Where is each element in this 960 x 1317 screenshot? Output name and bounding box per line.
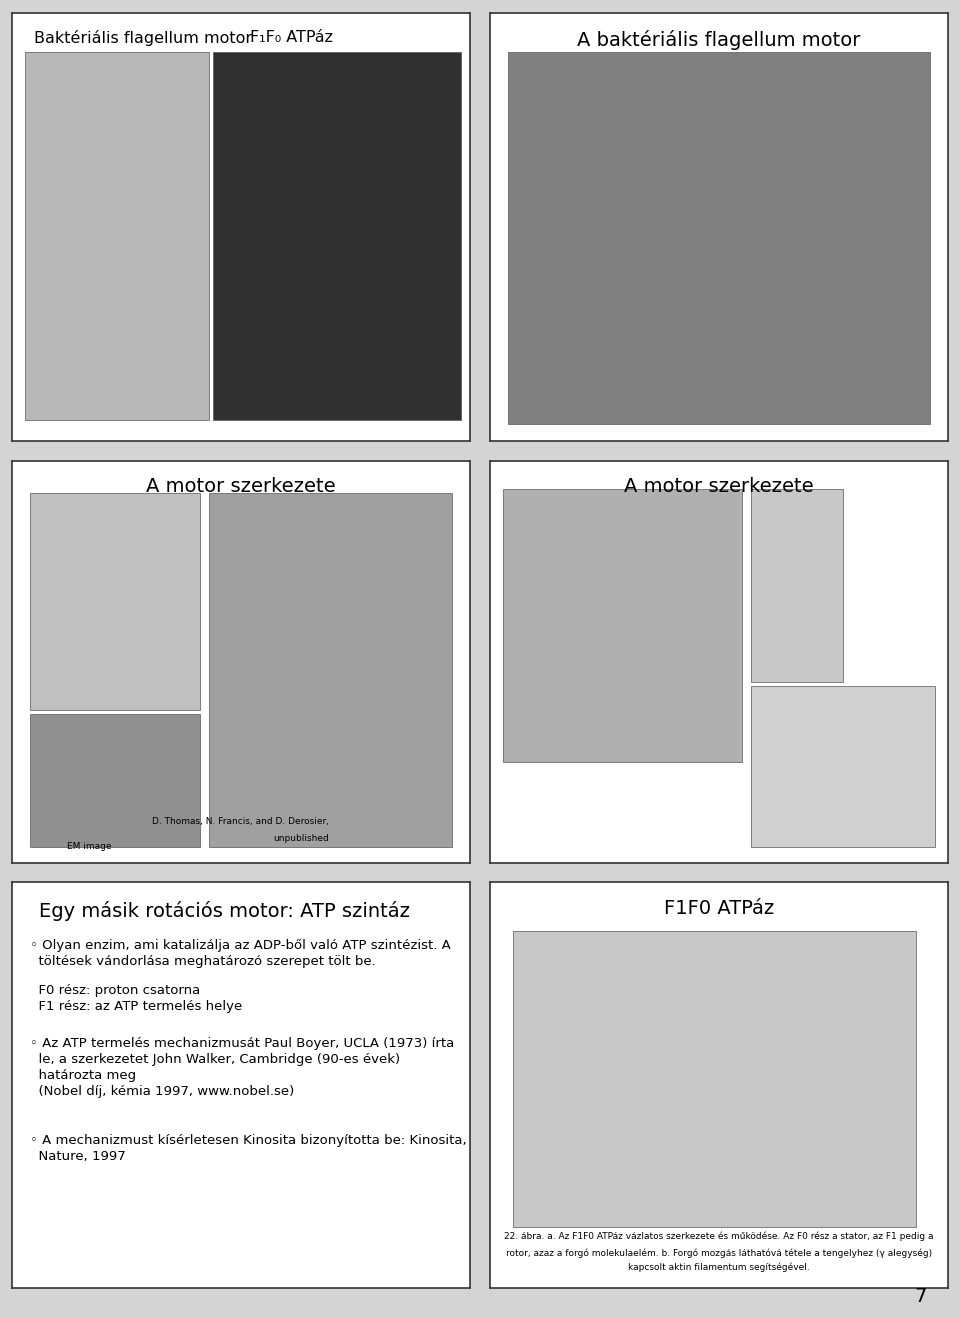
Text: kapcsolt aktin filamentum segítségével.: kapcsolt aktin filamentum segítségével.	[628, 1262, 810, 1272]
Text: ◦ A mechanizmust kísérletesen Kinosita bizonyította be: Kinosita,: ◦ A mechanizmust kísérletesen Kinosita b…	[30, 1134, 467, 1147]
Text: A motor szerkezete: A motor szerkezete	[146, 477, 336, 497]
Text: EM image: EM image	[66, 842, 111, 851]
Text: D. Thomas, N. Francis, and D. Derosier,: D. Thomas, N. Francis, and D. Derosier,	[153, 818, 329, 827]
Bar	[213, 51, 461, 420]
Bar	[209, 493, 452, 847]
Text: Nature, 1997: Nature, 1997	[30, 1150, 126, 1163]
Text: F₁F₀ ATPáz: F₁F₀ ATPáz	[251, 30, 333, 45]
Text: töltések vándorlása meghatározó szerepet tölt be.: töltések vándorlása meghatározó szerepet…	[30, 955, 375, 968]
Text: határozta meg: határozta meg	[30, 1069, 136, 1083]
Bar	[30, 493, 200, 710]
Text: unpublished: unpublished	[273, 834, 329, 843]
Text: 7: 7	[914, 1288, 926, 1306]
Text: F0 rész: proton csatorna: F0 rész: proton csatorna	[30, 984, 200, 997]
Bar	[751, 489, 843, 682]
Text: A motor szerkezete: A motor szerkezete	[624, 477, 814, 497]
Text: Egy másik rotációs motor: ATP szintáz: Egy másik rotációs motor: ATP szintáz	[39, 901, 410, 921]
Text: F1 rész: az ATP termelés helye: F1 rész: az ATP termelés helye	[30, 1000, 242, 1013]
Bar	[751, 686, 935, 847]
Text: ◦ Olyan enzim, ami katalizálja az ADP-ből való ATP szintézist. A: ◦ Olyan enzim, ami katalizálja az ADP-bő…	[30, 939, 450, 952]
Bar	[508, 51, 930, 424]
Text: A baktériális flagellum motor: A baktériális flagellum motor	[577, 30, 861, 50]
Text: rotor, azaz a forgó molekulaelém. b. Forgó mozgás láthatóvá tétele a tengelyhez : rotor, azaz a forgó molekulaelém. b. For…	[506, 1249, 932, 1258]
Text: ◦ Az ATP termelés mechanizmusát Paul Boyer, UCLA (1973) írta: ◦ Az ATP termelés mechanizmusát Paul Boy…	[30, 1036, 454, 1050]
Text: 22. ábra. a. Az F1F0 ATPáz vázlatos szerkezete és működése. Az F0 rész a stator,: 22. ábra. a. Az F1F0 ATPáz vázlatos szer…	[504, 1231, 934, 1242]
Bar	[25, 51, 209, 420]
Text: Baktériális flagellum motor: Baktériális flagellum motor	[35, 30, 252, 46]
Bar	[503, 489, 742, 763]
Bar	[30, 714, 200, 847]
Text: le, a szerkezetet John Walker, Cambridge (90-es évek): le, a szerkezetet John Walker, Cambridge…	[30, 1052, 400, 1065]
Text: F1F0 ATPáz: F1F0 ATPáz	[664, 898, 774, 918]
Text: (Nobel díj, kémia 1997, www.nobel.se): (Nobel díj, kémia 1997, www.nobel.se)	[30, 1085, 294, 1098]
Bar	[513, 931, 917, 1227]
